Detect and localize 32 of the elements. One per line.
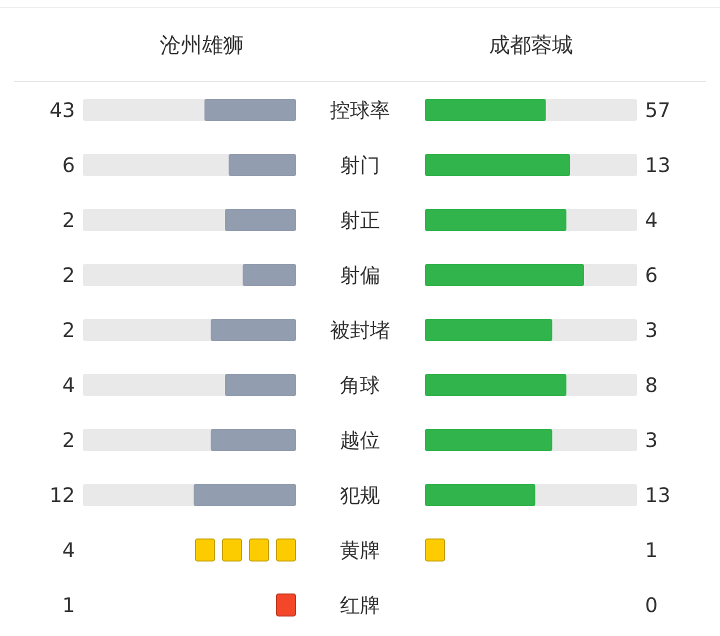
data-label: 13 — [645, 153, 670, 177]
data-label: 2 — [62, 318, 75, 342]
category-label: 射正 — [340, 208, 380, 232]
category-label: 黄牌 — [340, 538, 380, 562]
data-label: 2 — [62, 208, 75, 232]
data-label: 57 — [645, 98, 670, 122]
category-label: 射偏 — [340, 263, 380, 287]
data-label: 3 — [645, 318, 658, 342]
data-label: 13 — [645, 483, 670, 507]
data-label: 2 — [62, 428, 75, 452]
data-label: 4 — [62, 373, 75, 397]
data-label: 0 — [645, 593, 658, 617]
data-label: 3 — [645, 428, 658, 452]
text: 沧州雄狮 — [160, 33, 244, 57]
category-label: 射门 — [340, 153, 380, 177]
category-label: 角球 — [340, 373, 380, 397]
data-label: 1 — [62, 593, 75, 617]
data-label: 2 — [62, 263, 75, 287]
category-label: 犯规 — [340, 483, 380, 507]
data-label: 12 — [50, 483, 75, 507]
text: 成都蓉城 — [489, 33, 573, 57]
category-label: 红牌 — [340, 593, 380, 617]
category-label: 控球率 — [330, 98, 390, 122]
category-label: 被封堵 — [330, 318, 390, 342]
data-label: 6 — [62, 153, 75, 177]
data-label: 43 — [50, 98, 75, 122]
data-label: 4 — [645, 208, 658, 232]
category-label: 越位 — [340, 428, 380, 452]
data-label: 8 — [645, 373, 658, 397]
data-label: 4 — [62, 538, 75, 562]
data-label: 1 — [645, 538, 658, 562]
data-label: 6 — [645, 263, 658, 287]
